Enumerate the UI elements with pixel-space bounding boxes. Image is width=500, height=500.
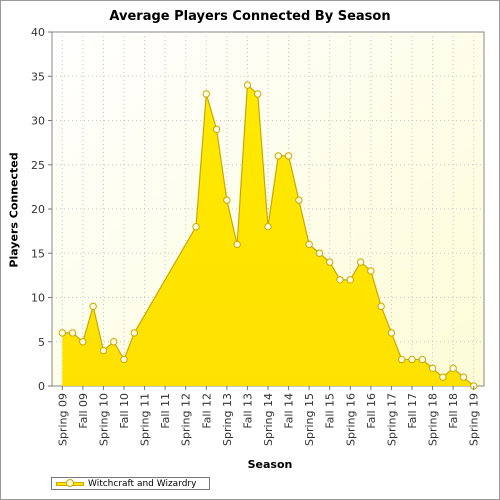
y-tick-label: 20 xyxy=(31,203,45,216)
data-point xyxy=(326,258,334,266)
x-tick-label: Spring 13 xyxy=(221,393,234,446)
x-tick-label: Fall 14 xyxy=(283,393,296,429)
x-tick-label: Fall 13 xyxy=(241,393,254,429)
data-point xyxy=(202,90,210,98)
data-point xyxy=(449,364,457,372)
data-point xyxy=(346,276,354,284)
data-point xyxy=(89,302,97,311)
x-tick-label: Fall 11 xyxy=(159,393,172,429)
y-tick-label: 30 xyxy=(31,115,45,128)
data-point xyxy=(243,81,252,89)
data-point xyxy=(367,267,375,275)
x-tick-label: Spring 16 xyxy=(344,393,357,446)
axis-layer: 0 5 10 15 20 25 30 35 40 Spring 09 Fall 09 Spring 1… xyxy=(31,26,481,446)
data-point xyxy=(58,329,66,337)
data-point xyxy=(79,338,87,346)
data-point xyxy=(99,346,108,355)
data-point xyxy=(254,90,262,98)
x-tick-label: Spring 18 xyxy=(427,393,440,446)
data-point xyxy=(439,373,447,381)
data-point xyxy=(387,329,396,337)
data-point xyxy=(356,258,365,266)
data-point xyxy=(120,355,128,364)
x-tick-label: Fall 09 xyxy=(77,393,90,429)
data-point xyxy=(408,355,416,364)
data-point xyxy=(130,329,138,337)
x-tick-label: Fall 18 xyxy=(447,393,460,429)
data-point xyxy=(305,240,313,249)
data-point xyxy=(274,152,282,160)
data-point xyxy=(284,152,293,160)
y-tick-label: 10 xyxy=(31,292,45,305)
x-tick-label: Fall 12 xyxy=(200,393,213,429)
y-tick-label: 35 xyxy=(31,70,45,83)
x-tick-label: Fall 15 xyxy=(324,393,337,429)
data-point xyxy=(336,276,344,284)
data-point xyxy=(68,329,77,337)
data-point xyxy=(223,196,231,204)
data-point xyxy=(192,223,200,231)
x-tick-label: Spring 19 xyxy=(468,393,481,446)
y-axis-label: Players Connected xyxy=(7,152,21,268)
x-tick-label: Spring 09 xyxy=(56,393,69,446)
legend-label: Witchcraft and Wizardry xyxy=(88,478,197,489)
data-point xyxy=(233,240,241,249)
legend-swatch xyxy=(56,478,84,489)
y-tick-label: 40 xyxy=(31,26,45,39)
data-point xyxy=(212,125,221,134)
legend: Witchcraft and Wizardry xyxy=(51,477,210,490)
marker-layer xyxy=(58,81,478,390)
series-area xyxy=(62,85,474,386)
data-point xyxy=(459,373,468,381)
x-tick-label: Spring 11 xyxy=(139,393,152,446)
x-tick-label: Fall 16 xyxy=(365,393,378,429)
data-point xyxy=(110,338,118,346)
data-point xyxy=(398,355,406,364)
data-point xyxy=(264,223,272,231)
x-tick-label: Fall 17 xyxy=(406,393,419,429)
data-point xyxy=(428,364,437,372)
x-tick-label: Spring 10 xyxy=(97,393,110,446)
x-tick-label: Spring 12 xyxy=(180,393,193,446)
y-tick-label: 25 xyxy=(31,159,45,172)
x-tick-label: Spring 17 xyxy=(385,393,398,446)
data-point xyxy=(418,355,426,364)
x-axis-label: Season xyxy=(247,458,293,471)
x-tick-label: Spring 15 xyxy=(303,393,316,446)
data-point xyxy=(315,249,324,257)
y-tick-label: 15 xyxy=(31,247,45,260)
x-tick-label: Spring 14 xyxy=(262,393,275,446)
y-tick-label: 0 xyxy=(38,380,45,393)
y-tick-label: 5 xyxy=(38,336,45,349)
chart-title: Average Players Connected By Season xyxy=(109,9,391,24)
data-point xyxy=(295,196,303,204)
x-tick-label: Fall 10 xyxy=(118,393,131,429)
data-point xyxy=(377,302,385,311)
